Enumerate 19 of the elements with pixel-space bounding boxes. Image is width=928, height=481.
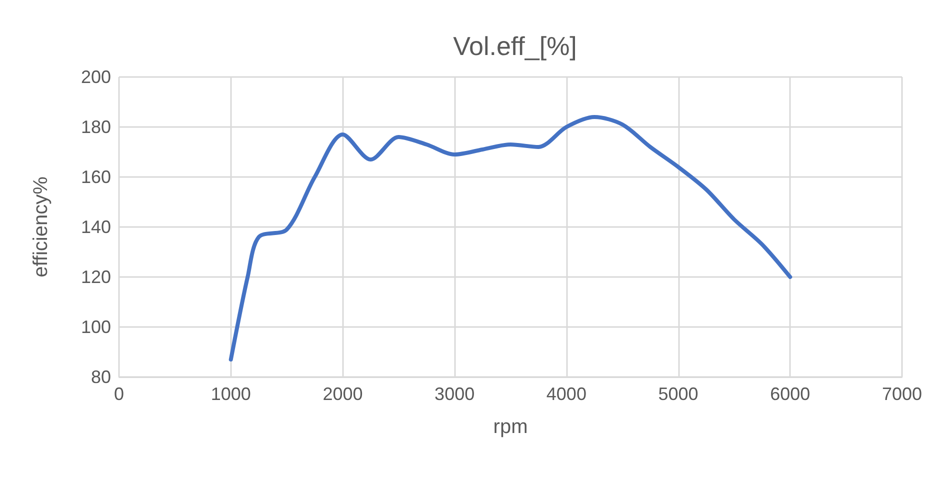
- y-tick-label: 100: [80, 317, 111, 337]
- y-tick-label: 120: [80, 267, 111, 287]
- y-tick-label: 80: [90, 367, 111, 387]
- x-tick-label: 3000: [434, 384, 475, 404]
- y-tick-label: 180: [80, 117, 111, 137]
- y-tick-label: 160: [80, 167, 111, 187]
- x-tick-label: 5000: [658, 384, 698, 404]
- x-tick-label: 1000: [210, 384, 251, 404]
- x-tick-label: 7000: [882, 384, 922, 404]
- y-tick-label: 140: [80, 217, 111, 237]
- x-tick-label: 4000: [546, 384, 586, 404]
- x-axis-title: rpm: [493, 416, 528, 438]
- y-tick-label: 200: [80, 67, 111, 87]
- x-tick-label: 2000: [322, 384, 363, 404]
- chart-title: Vol.eff_[%]: [453, 31, 577, 61]
- x-tick-label: 0: [114, 384, 124, 404]
- x-tick-label: 6000: [770, 384, 810, 404]
- line-series: [228, 115, 792, 362]
- y-axis-title: efficiency%: [30, 176, 52, 278]
